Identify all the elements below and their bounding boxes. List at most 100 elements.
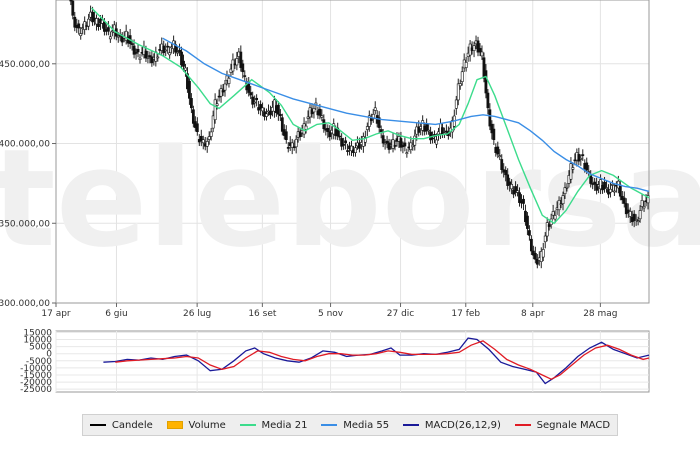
candle-body: [492, 128, 496, 140]
moving-average-lines: [91, 7, 650, 225]
candle-body: [178, 49, 181, 53]
candle-body: [132, 45, 136, 55]
candle-body: [498, 155, 502, 157]
candle-body: [385, 140, 389, 144]
series-line: [162, 37, 650, 193]
candle-body: [589, 175, 593, 184]
candle-body: [134, 52, 138, 54]
macd-tick-label: 0: [46, 350, 52, 360]
candle-body: [595, 184, 599, 191]
legend-item-macd[interactable]: MACD(26,12,9): [402, 420, 501, 431]
candle-body: [363, 136, 367, 143]
candle-body: [97, 23, 100, 27]
candle-body: [223, 83, 227, 91]
candle-body: [413, 135, 417, 146]
volume-swatch: [166, 421, 183, 429]
legend-item-media21[interactable]: Media 21: [239, 420, 307, 431]
candle-body: [454, 99, 458, 109]
candle-body: [320, 115, 324, 118]
candle-body: [563, 187, 567, 195]
candle-body: [383, 142, 387, 145]
candle-body: [209, 131, 213, 137]
candle-body: [425, 123, 429, 132]
x-tick-label: 6 giu: [105, 309, 128, 319]
candle-body: [346, 150, 349, 152]
candle-body: [618, 184, 622, 197]
candle-body: [290, 142, 294, 148]
candle-body: [332, 123, 336, 135]
candle-body: [579, 158, 583, 160]
candle-body: [269, 110, 272, 116]
macd-grid: 150001000050000-5000-10000-15000-20000-2…: [20, 328, 650, 395]
x-tick-label: 27 dic: [387, 309, 415, 319]
candle-body: [239, 51, 243, 68]
candle-body: [391, 139, 395, 149]
candle-body: [405, 152, 409, 155]
candle-body: [79, 33, 83, 37]
legend-label: Volume: [188, 419, 226, 431]
media55-swatch: [321, 424, 338, 426]
candle-body: [569, 163, 573, 180]
candle-body: [599, 179, 602, 190]
candle-body: [622, 197, 626, 204]
macd-tick-label: -25000: [20, 385, 52, 395]
candle-body: [265, 113, 268, 117]
candle-body: [116, 35, 120, 38]
candle-body: [533, 252, 537, 260]
candle-body: [77, 23, 81, 29]
candle-body: [561, 195, 565, 205]
candle-body: [373, 107, 377, 111]
candle-body: [261, 107, 264, 112]
x-tick-label: 16 set: [248, 309, 277, 319]
candle-body: [379, 129, 383, 133]
candle-body: [205, 141, 209, 147]
candle-body: [188, 80, 191, 99]
main-axes: 300.000,00 350.000,00 400.000,00 450.000,00…: [0, 0, 650, 319]
candle-body: [551, 211, 555, 216]
candle-body: [581, 154, 585, 156]
candle-body: [431, 137, 434, 140]
candle-body: [480, 51, 484, 57]
candle-body: [508, 181, 512, 186]
candle-body: [628, 211, 632, 217]
candle-body: [195, 123, 199, 133]
candle-body: [130, 43, 134, 45]
legend-item-segnale[interactable]: Segnale MACD: [514, 420, 610, 431]
candle-body: [642, 206, 646, 209]
candle-body: [365, 126, 369, 130]
candle-body: [573, 159, 577, 162]
candle-body: [106, 27, 110, 32]
y-tick-label: 450.000,00: [0, 60, 50, 70]
legend-item-media55[interactable]: Media 55: [321, 420, 389, 431]
candle-body: [146, 57, 150, 59]
candle-body: [69, 0, 73, 2]
candle-body: [180, 51, 183, 66]
candle-body: [417, 126, 421, 133]
candle-body: [411, 144, 415, 148]
candle-body: [460, 71, 464, 82]
candle-body: [545, 222, 549, 237]
legend-item-volume[interactable]: Volume: [166, 419, 226, 431]
candle-body: [636, 220, 640, 223]
candle-body: [156, 56, 160, 59]
candle-body: [284, 131, 288, 140]
macd-tick-label: -5000: [26, 357, 52, 367]
candle-body: [255, 97, 259, 101]
candle-body: [340, 138, 344, 147]
candle-body: [136, 49, 140, 53]
candle-body: [201, 139, 205, 144]
candle-body: [565, 186, 569, 189]
candle-body: [215, 103, 219, 106]
candle-body: [632, 213, 636, 221]
candle-body: [577, 154, 581, 162]
candle-body: [249, 92, 253, 96]
candle-body: [399, 138, 403, 148]
candle-body: [191, 109, 195, 124]
candle-body: [638, 210, 642, 220]
candle-body: [490, 123, 494, 134]
candle-body: [217, 95, 221, 98]
candle-body: [553, 215, 557, 220]
legend-item-candele[interactable]: Candele: [89, 420, 153, 431]
candle-body: [571, 167, 575, 170]
